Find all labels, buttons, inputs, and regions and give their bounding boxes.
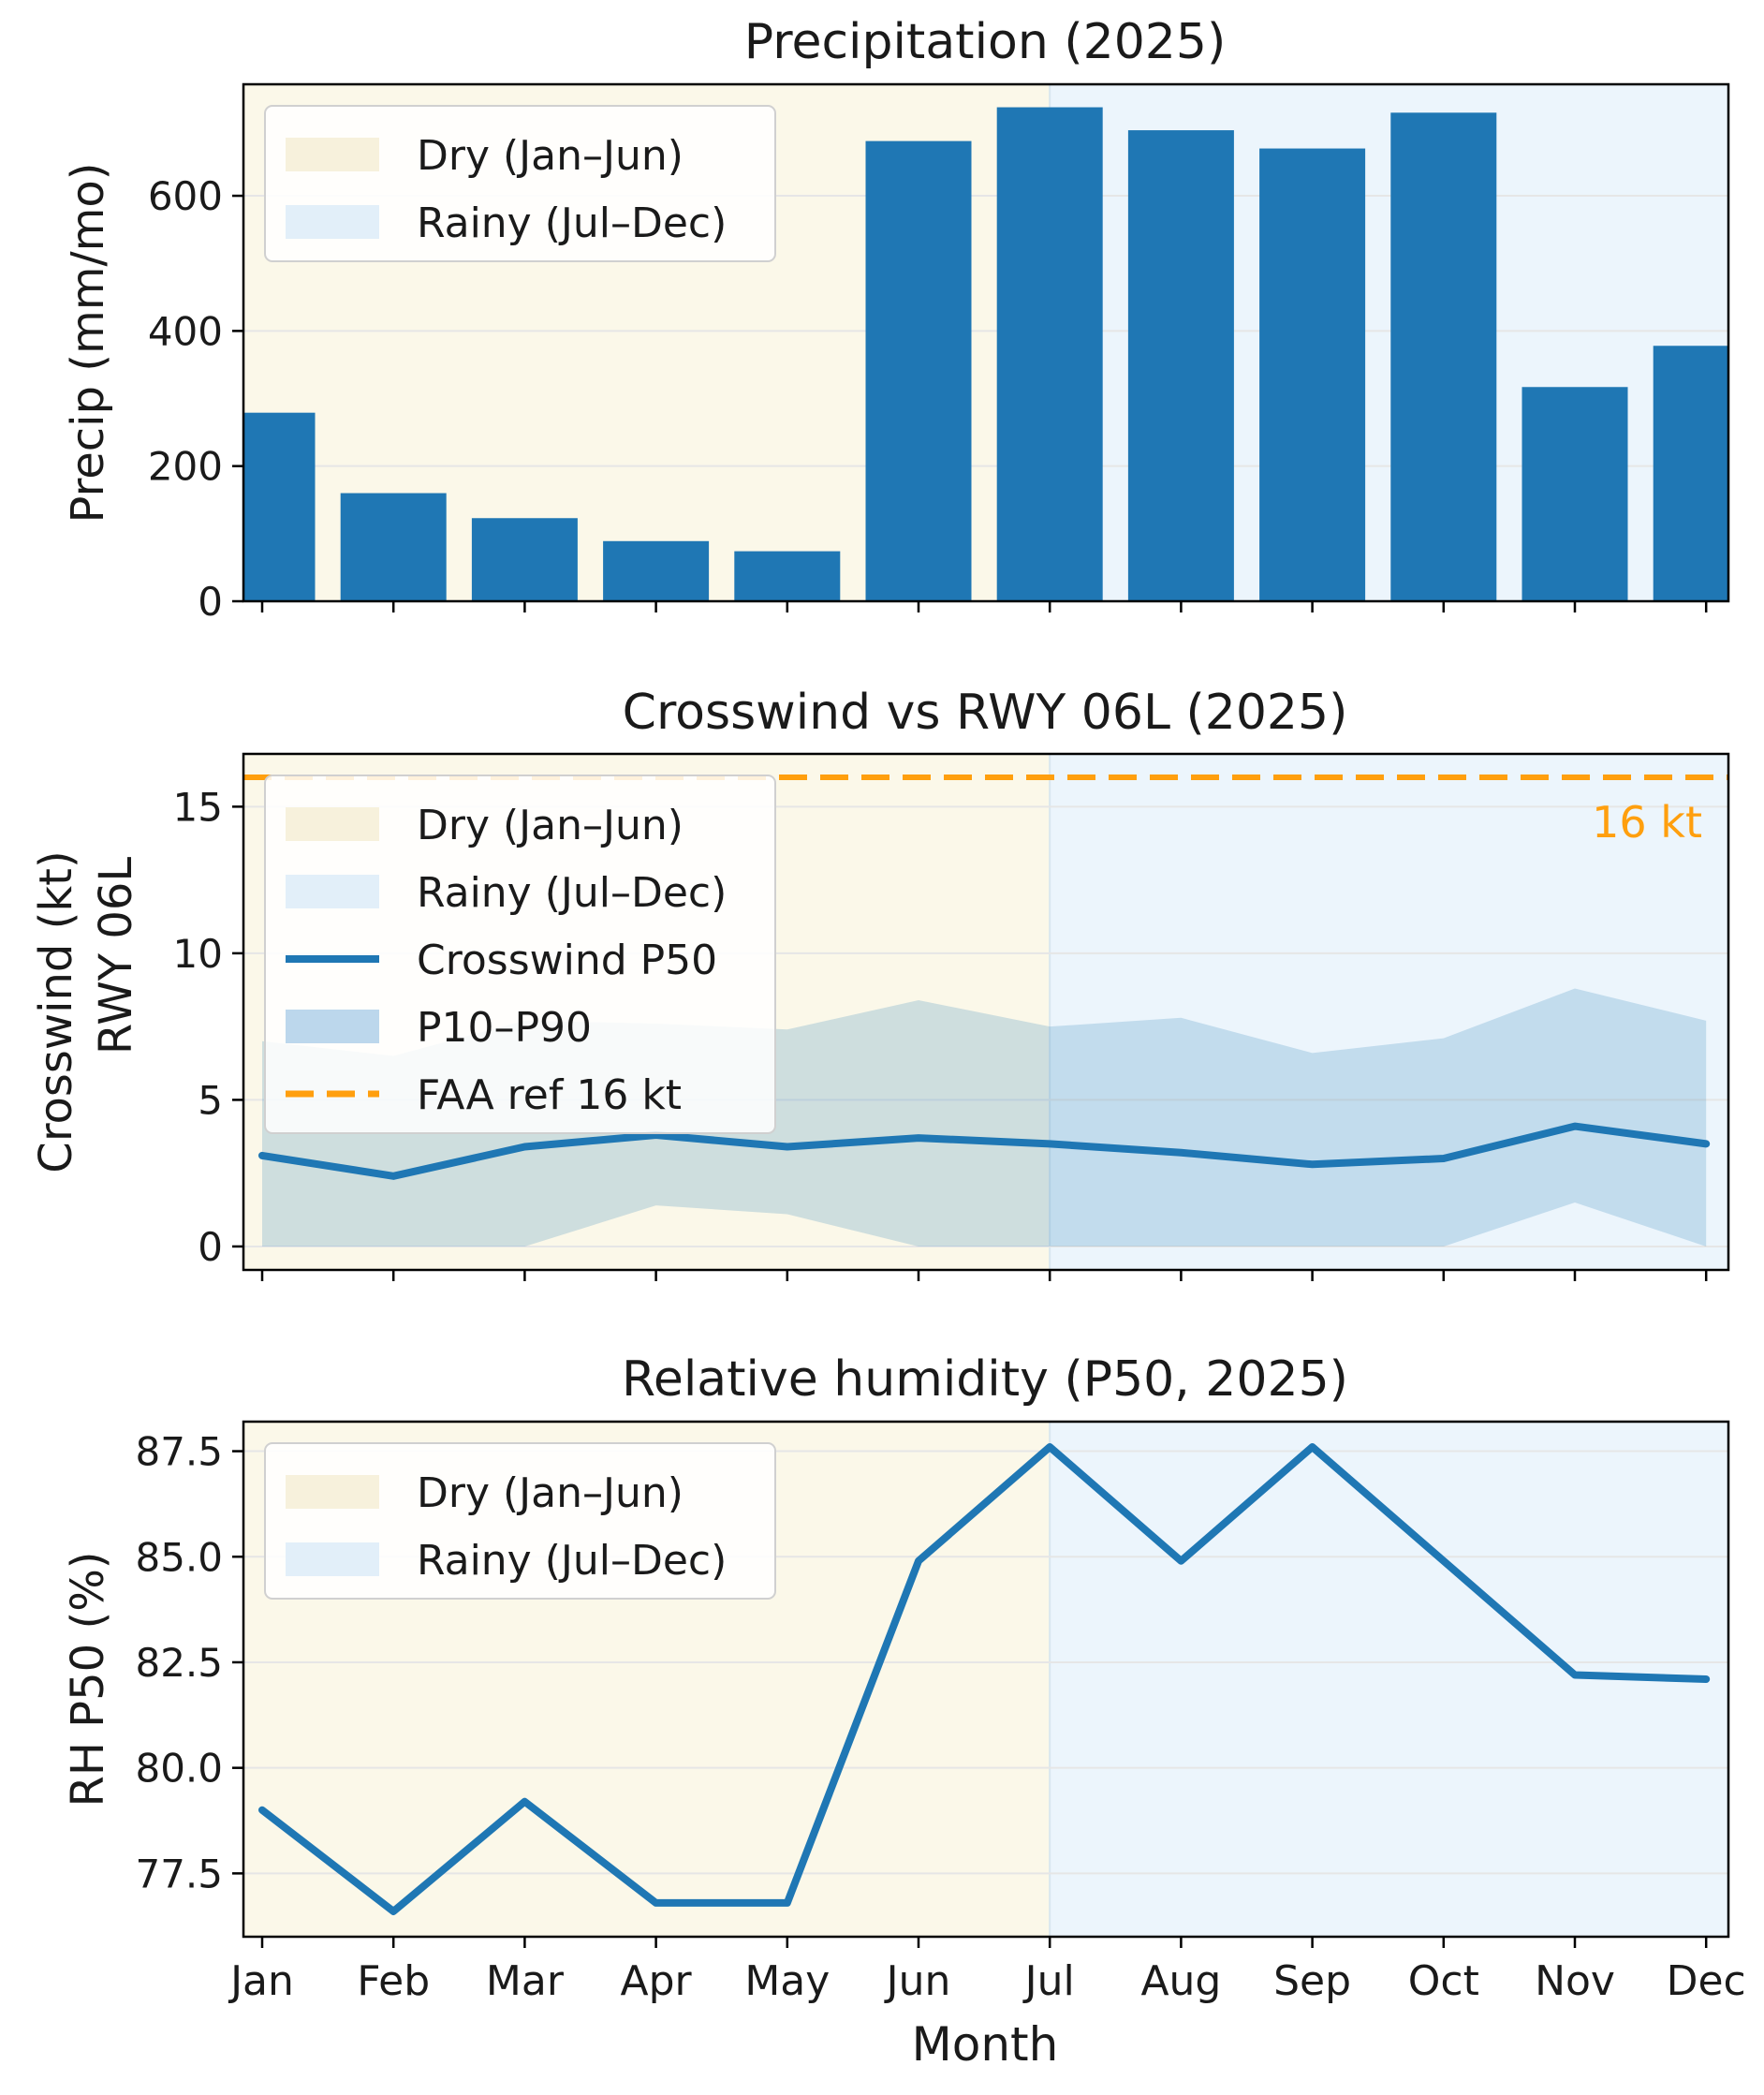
rainy-season-span [1050, 754, 1728, 1270]
legend-label: FAA ref 16 kt [417, 1071, 682, 1119]
x-tick-label-sep: Sep [1273, 1957, 1351, 2005]
y-tick-label: 400 [148, 308, 223, 354]
legend-swatch-dry [286, 807, 379, 841]
legend-label: Dry (Jan–Jun) [417, 802, 684, 849]
y-axis-label: Precip (mm/mo) [62, 162, 114, 523]
x-tick-label-feb: Feb [357, 1957, 430, 2005]
legend-label: Dry (Jan–Jun) [417, 1469, 684, 1517]
legend-swatch-rainy [286, 1542, 379, 1576]
x-tick-label-dec: Dec [1667, 1957, 1746, 2005]
chart-title: Precipitation (2025) [744, 14, 1226, 70]
legend-label: Rainy (Jul–Dec) [417, 1537, 727, 1585]
bar-jul [996, 107, 1103, 602]
x-tick-label-aug: Aug [1140, 1957, 1221, 2005]
y-tick-label: 87.5 [135, 1429, 223, 1475]
y-tick-label: 80.0 [135, 1746, 223, 1792]
x-axis-label: Month [912, 2017, 1059, 2072]
legend-label: Crosswind P50 [417, 937, 717, 984]
rh-p50-line [258, 1443, 1711, 1915]
legend-label: Rainy (Jul–Dec) [417, 869, 727, 917]
legend-label: P10–P90 [417, 1004, 592, 1052]
bar-dec [1653, 346, 1728, 601]
bar-apr [603, 540, 710, 601]
x-tick-label-mar: Mar [486, 1957, 565, 2005]
legend-label: Dry (Jan–Jun) [417, 132, 684, 180]
x-tick-label-may: May [744, 1957, 830, 2005]
legend-swatch-dry [286, 1475, 379, 1509]
threshold-label: 16 kt [1592, 797, 1702, 848]
legend-box [264, 1442, 776, 1600]
bar-aug [1127, 130, 1234, 602]
y-tick-label: 0 [198, 1224, 223, 1270]
bar-jan [243, 412, 316, 601]
legend-swatch-rainy [286, 205, 379, 239]
chart-title: Crosswind vs RWY 06L (2025) [623, 685, 1348, 741]
y-axis-label: Crosswind (kt) [30, 850, 82, 1173]
bar-may [734, 551, 841, 601]
y-tick-label: 600 [148, 173, 223, 219]
y-tick-label: 85.0 [135, 1534, 223, 1580]
precipitation-panel: 0 200 400 600 Precipitation (2025) Precip (mm… [62, 14, 1730, 625]
x-tick-label-nov: Nov [1535, 1957, 1615, 2005]
y-tick-label: 200 [148, 444, 223, 490]
legend-box [264, 105, 776, 262]
x-tick-label-jan: Jan [228, 1957, 294, 2005]
y-axis-label: RH P50 (%) [62, 1551, 114, 1807]
y-axis-label-line2: RWY 06L [90, 857, 142, 1055]
x-tick-label-jul: Jul [1022, 1957, 1075, 2005]
humidity-panel: 77.5 80.0 82.5 85.0 87.5 Jan Feb Mar Apr May Jun Ju… [62, 1351, 1746, 2005]
y-tick-label: 77.5 [135, 1851, 223, 1896]
y-tick-label: 0 [198, 579, 223, 625]
legend-box [264, 775, 776, 1134]
bar-mar [471, 518, 578, 601]
x-tick-label-oct: Oct [1408, 1957, 1479, 2005]
legend-swatch-band [286, 1010, 379, 1043]
x-tick-label-jun: Jun [884, 1957, 951, 2005]
bar-feb [340, 493, 447, 601]
axes-frame [242, 1420, 1730, 1939]
bar-nov [1521, 387, 1628, 601]
bar-sep [1259, 148, 1366, 602]
y-tick-label: 82.5 [135, 1640, 223, 1686]
chart-title: Relative humidity (P50, 2025) [622, 1351, 1348, 1408]
legend-swatch-dry [286, 138, 379, 171]
y-tick-label: 5 [198, 1077, 223, 1123]
axes-frame [242, 752, 1730, 1272]
y-tick-label: 15 [173, 784, 223, 830]
bar-jun [865, 140, 972, 602]
crosswind-p50-line [258, 1122, 1711, 1180]
axes-frame [242, 82, 1730, 603]
legend-swatch-rainy [286, 875, 379, 908]
y-tick-label: 10 [173, 931, 223, 977]
crosswind-panel: 0 5 10 15 16 kt Crosswind vs RWY 06L (2025) Cr… [30, 685, 1730, 1281]
bar-oct [1390, 112, 1497, 601]
x-tick-label-apr: Apr [621, 1957, 693, 2005]
legend-label: Rainy (Jul–Dec) [417, 199, 727, 247]
